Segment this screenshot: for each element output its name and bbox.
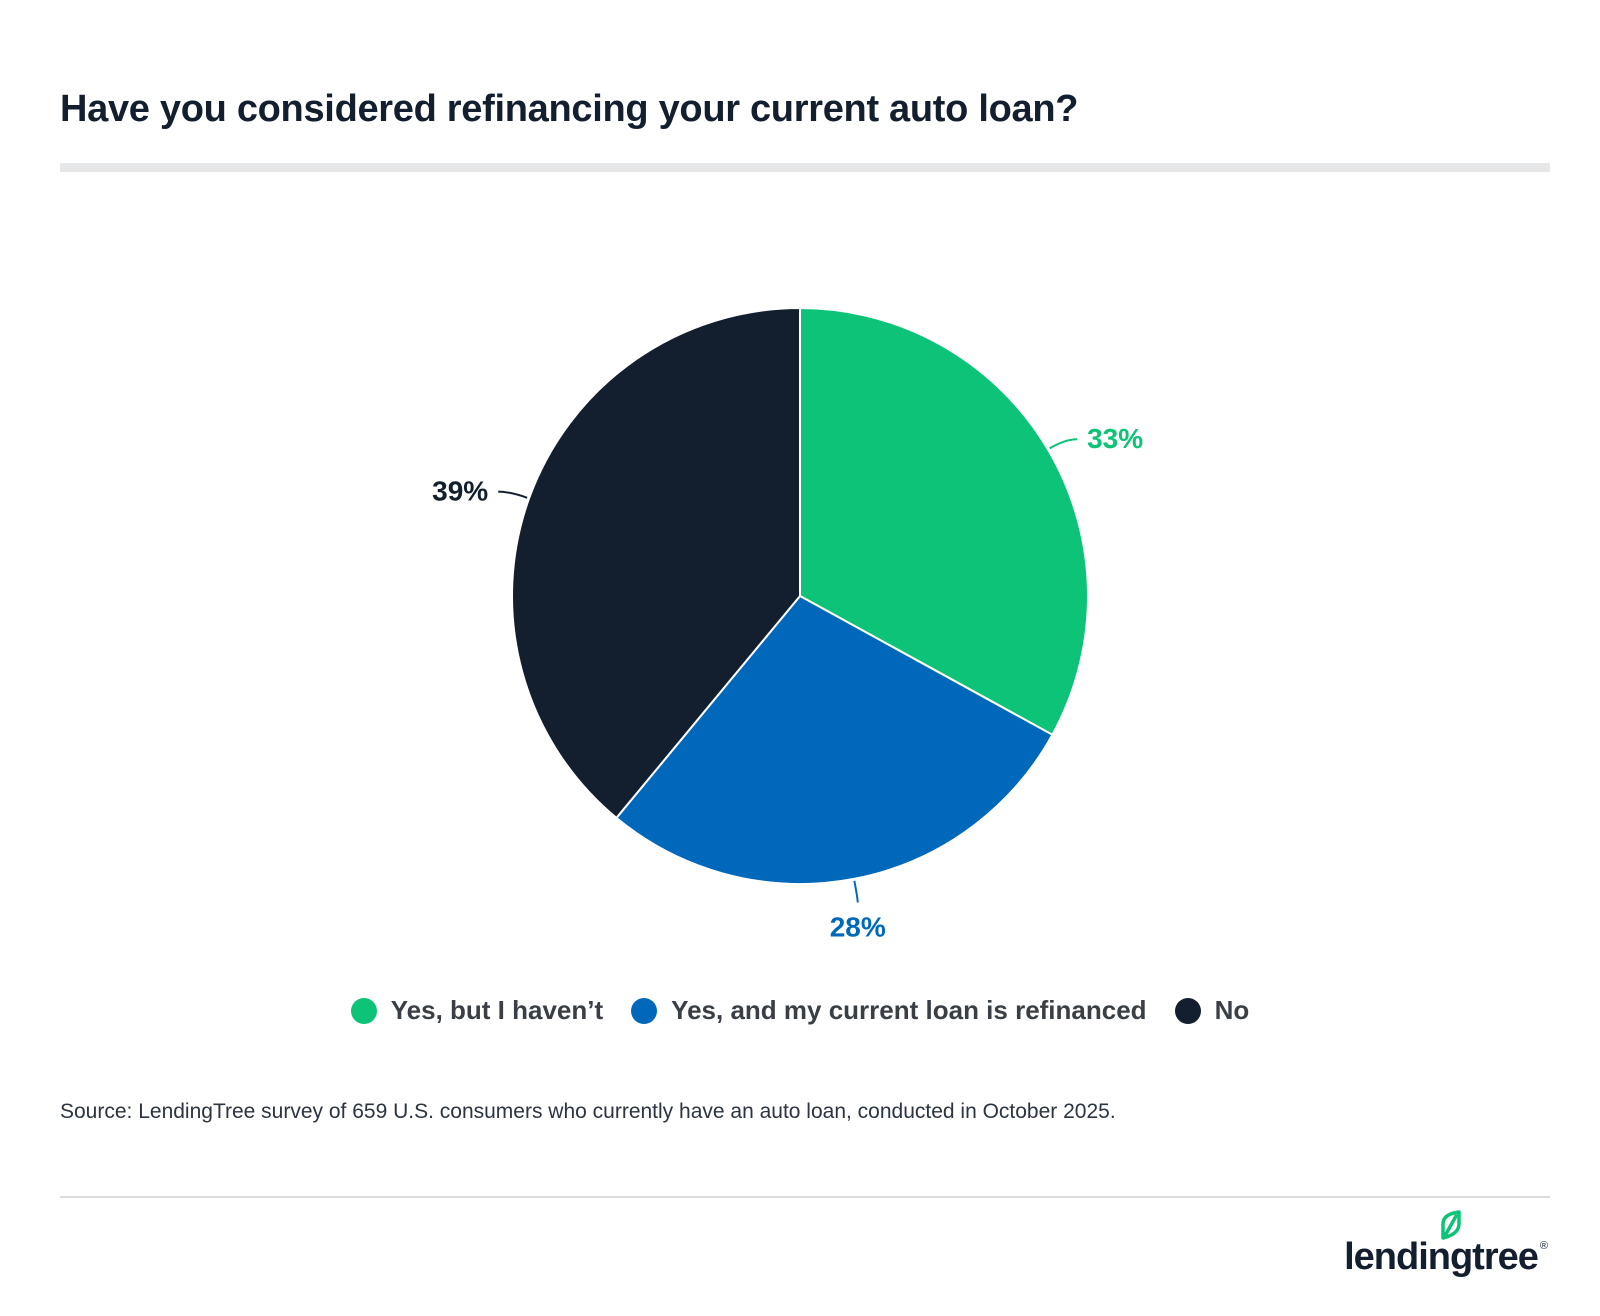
lendingtree-logo: lendingtree ® <box>1344 1210 1548 1278</box>
title-divider <box>60 163 1550 172</box>
legend: Yes, but I haven’t Yes, and my current l… <box>0 995 1600 1026</box>
legend-swatch-yes-refinanced <box>631 997 658 1024</box>
pie-slice-yes-refinanced[interactable] <box>615 594 1054 885</box>
logo-registered-mark: ® <box>1539 1240 1548 1252</box>
chart-title: Have you considered refinancing your cur… <box>60 88 1079 130</box>
legend-item-no[interactable]: No <box>1174 995 1250 1026</box>
leaf-icon <box>1441 1210 1461 1240</box>
data-label-yes-but-havent: 33% <box>1087 423 1143 454</box>
leader-line-yes-but-havent <box>1049 438 1078 450</box>
data-label-yes-refinanced: 28% <box>830 912 886 943</box>
legend-label-yes-refinanced: Yes, and my current loan is refinanced <box>671 995 1147 1025</box>
footer-divider <box>60 1196 1550 1198</box>
data-label-no: 39% <box>432 476 488 507</box>
legend-item-yes-refinanced[interactable]: Yes, and my current loan is refinanced <box>631 995 1147 1026</box>
pie-chart: 33% 28% 39% <box>432 306 1143 943</box>
pie-labels: 33% 28% 39% <box>432 423 1143 942</box>
legend-item-yes-but-havent[interactable]: Yes, but I haven’t <box>350 995 604 1026</box>
leader-line-no <box>498 490 528 499</box>
legend-label-yes-but-havent: Yes, but I haven’t <box>390 995 604 1025</box>
leader-line-yes-refinanced <box>853 880 859 903</box>
pie-slice-yes-but-havent[interactable] <box>799 306 1089 737</box>
pie-slices <box>511 306 1089 885</box>
pie-slice-no[interactable] <box>511 306 801 820</box>
logo-wordmark: lendingtree <box>1344 1236 1539 1278</box>
legend-label-no: No <box>1214 995 1250 1025</box>
source-note: Source: LendingTree survey of 659 U.S. c… <box>60 1100 1116 1123</box>
legend-swatch-yes-but-havent <box>350 997 377 1024</box>
legend-swatch-no <box>1174 997 1201 1024</box>
